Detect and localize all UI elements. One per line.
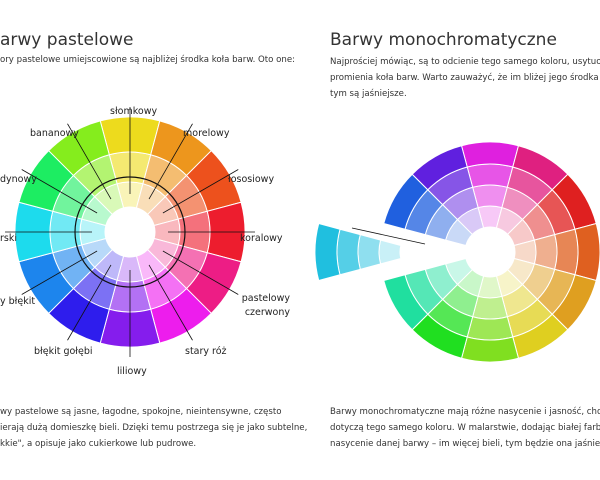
wheel-segment (383, 274, 429, 331)
color-label: stary róż (185, 346, 227, 357)
wheel-segment (466, 316, 514, 341)
wheel-slice (513, 222, 600, 282)
pointer-arrow (162, 169, 239, 214)
wheel-slice (460, 275, 520, 363)
wheel-segment (533, 234, 558, 270)
wheel-slice (495, 145, 569, 236)
wheel-slice (495, 268, 569, 359)
color-label: koralowy (240, 233, 283, 244)
wheel-slice (460, 141, 520, 229)
wheel-segment (466, 163, 514, 188)
pointer-arrow (67, 264, 112, 341)
pointer-arrow (148, 264, 193, 341)
wheel-slice (383, 257, 474, 331)
pointer-arrow (162, 250, 239, 295)
left-intro: ory pastelowe umiejscowione są najbliżej… (0, 55, 296, 65)
color-label: liliowy (117, 366, 147, 377)
right-intro-line: tym są jaśniejsze. (330, 89, 407, 99)
pointer-arrow (351, 227, 426, 245)
wheel-segment (460, 141, 520, 168)
wheel-segment (378, 239, 402, 265)
wheel-segment (472, 295, 508, 320)
color-label: pastelowy czerwony (241, 293, 290, 318)
right-intro-line: promienia koła barw. Warto zauważyć, że … (330, 73, 600, 83)
color-label: błękit gołębi (34, 346, 93, 357)
wheel-segment (574, 222, 600, 282)
wheel-slice (383, 173, 474, 247)
color-label: y błękit (0, 296, 36, 307)
wheel-segment (411, 145, 468, 191)
wheel-segment (336, 228, 361, 276)
pointer-arrow (148, 123, 193, 200)
wheel-segment (460, 336, 520, 363)
wheel-segment (314, 222, 341, 282)
pastel-ring (74, 176, 186, 288)
right-title: Barwy monochromatyczne (330, 30, 557, 50)
left-body-line: kkie", a opisuje jako cukierkowe lub pud… (0, 439, 197, 449)
wheel-segment (554, 228, 579, 276)
pointer-arrow (21, 169, 98, 214)
color-label: łososiowy (228, 174, 275, 185)
right-body-line: dotyczą tego samego koloru. W malarstwie… (330, 423, 600, 433)
wheel-slice (411, 268, 485, 359)
color-label: słomkowy (110, 106, 158, 117)
left-body-line: ierają dużą domieszkę bieli. Dzięki temu… (0, 423, 308, 433)
wheel-segment (47, 120, 110, 177)
right-intro-line: Najprościej mówiąc, są to odcienie tego … (330, 57, 600, 67)
color-label: dynowy (0, 174, 37, 185)
right-body-line: nasycenie danej barwy – im więcej bieli,… (330, 439, 600, 449)
wheel-slice (314, 222, 402, 282)
wheel-segment (472, 184, 508, 209)
color-label: rski (0, 233, 17, 244)
right-body-line: Barwy monochromatyczne mają różne nasyce… (330, 407, 600, 417)
wheel-slice (411, 145, 485, 236)
color-label: bananowy (30, 128, 79, 139)
color-label: morelowy (183, 128, 230, 139)
wheel-segment (357, 234, 382, 270)
left-body-line: wy pastelowe są jasne, łagodne, spokojne… (0, 407, 282, 417)
pointer-arrow (67, 123, 112, 200)
pointer-arrow (21, 250, 98, 295)
left-title: arwy pastelowe (0, 30, 134, 50)
